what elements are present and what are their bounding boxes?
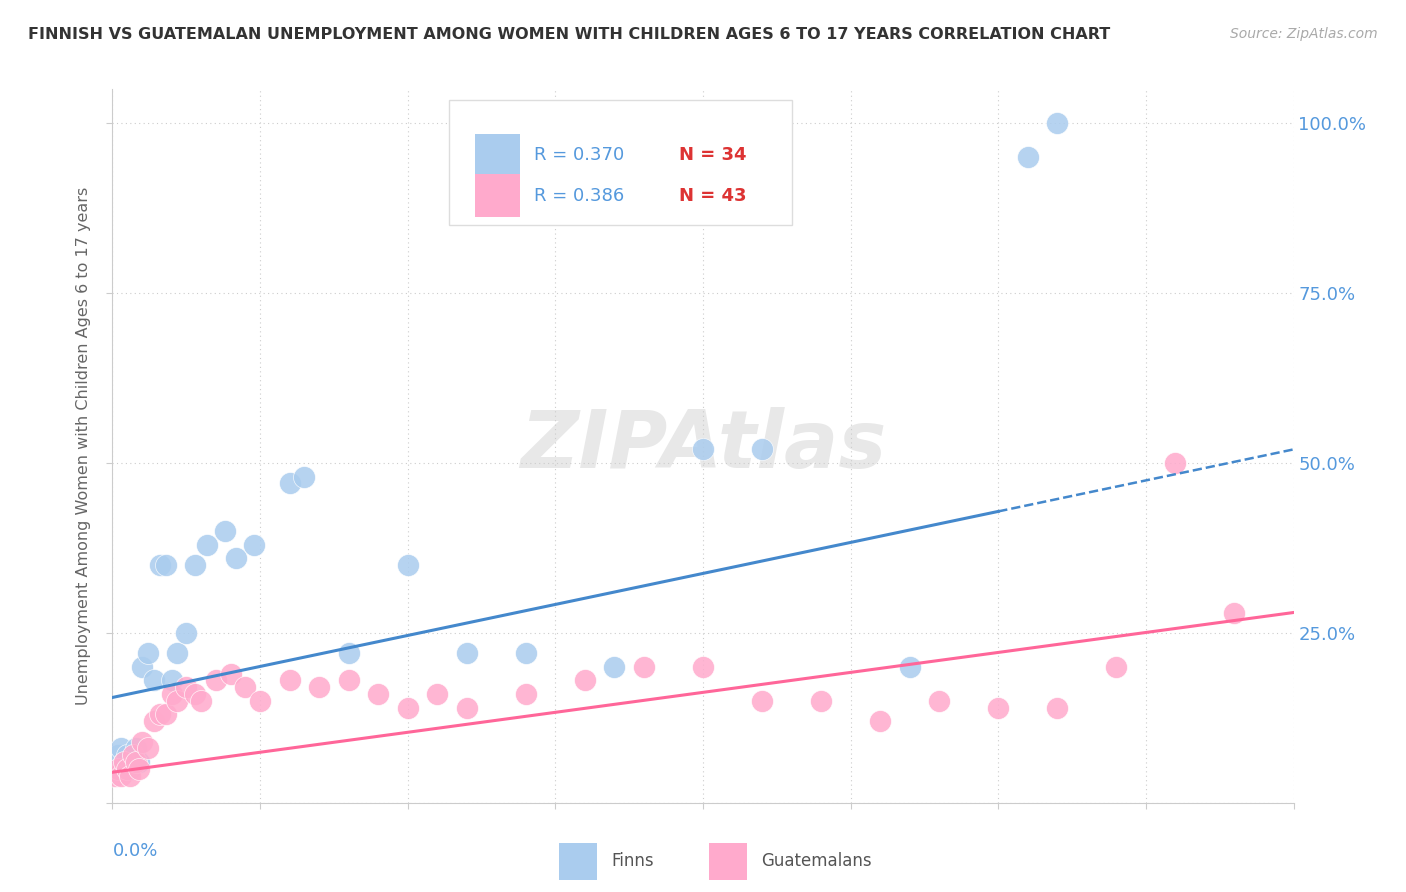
Point [136,646,159,660]
FancyBboxPatch shape [475,174,520,217]
Text: R = 0.370: R = 0.370 [534,146,624,164]
Point [1164,456,1187,470]
Point [515,687,537,701]
FancyBboxPatch shape [709,843,747,880]
FancyBboxPatch shape [475,134,520,177]
Point [1105,660,1128,674]
Point [125,755,148,769]
Text: FINNISH VS GUATEMALAN UNEMPLOYMENT AMONG WOMEN WITH CHILDREN AGES 6 TO 17 YEARS : FINNISH VS GUATEMALAN UNEMPLOYMENT AMONG… [28,27,1111,42]
Text: Source: ZipAtlas.com: Source: ZipAtlas.com [1230,27,1378,41]
Text: ZIPAtlas: ZIPAtlas [520,407,886,485]
Point [155,558,177,572]
Point [214,524,236,538]
Point [751,442,773,457]
Point [184,558,207,572]
Point [128,755,150,769]
Point [692,660,714,674]
Text: 0.0%: 0.0% [112,842,157,860]
FancyBboxPatch shape [560,843,596,880]
Point [107,748,129,763]
Point [456,700,478,714]
Point [243,537,266,551]
Point [456,646,478,660]
Point [367,687,389,701]
Point [219,666,242,681]
Point [136,741,159,756]
Point [149,558,172,572]
Point [692,442,714,457]
Point [1046,116,1069,130]
Point [122,755,145,769]
Point [205,673,228,688]
Point [149,707,172,722]
Point [131,660,153,674]
Point [166,646,188,660]
Point [112,755,135,769]
Point [142,714,165,729]
Text: R = 0.386: R = 0.386 [534,186,624,204]
Point [125,741,148,756]
Point [1046,700,1069,714]
Point [987,700,1010,714]
Point [117,762,138,776]
Point [396,700,419,714]
Point [131,734,153,748]
Text: N = 34: N = 34 [679,146,747,164]
Point [174,626,197,640]
Point [104,769,127,783]
Point [155,707,177,722]
Point [278,673,301,688]
Point [122,748,145,763]
Point [515,646,537,660]
Point [190,694,212,708]
Point [337,646,360,660]
Point [574,673,596,688]
Point [928,694,950,708]
Point [107,762,129,776]
Point [810,694,832,708]
Point [603,660,626,674]
Text: Finns: Finns [610,853,654,871]
Point [225,551,247,566]
Point [898,660,921,674]
Point [174,680,197,694]
Point [104,762,127,776]
Point [426,687,449,701]
FancyBboxPatch shape [449,100,792,225]
Point [142,673,165,688]
Point [120,762,142,776]
Point [120,769,142,783]
Point [233,680,256,694]
Point [1223,606,1246,620]
Point [1017,150,1039,164]
Point [184,687,207,701]
Point [160,687,183,701]
Text: Guatemalans: Guatemalans [761,853,872,871]
Point [869,714,891,729]
Point [128,762,150,776]
Point [166,694,188,708]
Point [337,673,360,688]
Point [249,694,271,708]
Point [396,558,419,572]
Text: N = 43: N = 43 [679,186,747,204]
Point [278,476,301,491]
Point [112,755,135,769]
Point [751,694,773,708]
Point [117,748,138,763]
Point [110,741,132,756]
Point [308,680,330,694]
Point [633,660,655,674]
Point [160,673,183,688]
Point [110,769,132,783]
Point [292,469,315,483]
Point [195,537,218,551]
Y-axis label: Unemployment Among Women with Children Ages 6 to 17 years: Unemployment Among Women with Children A… [76,187,91,705]
